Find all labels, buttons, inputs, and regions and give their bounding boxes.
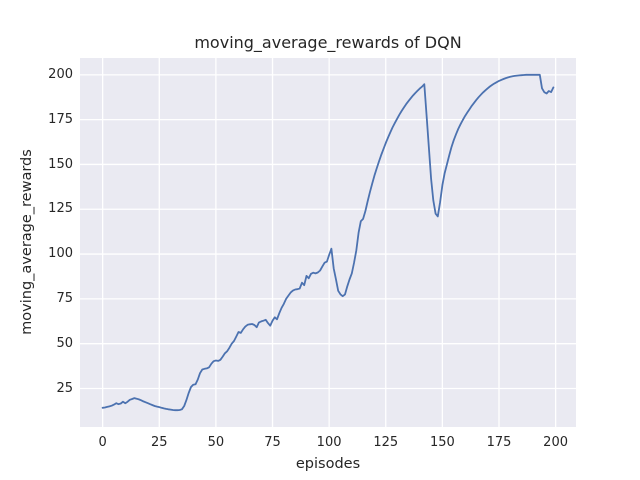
x-tick-label: 200 — [543, 435, 569, 450]
x-tick-label: 50 — [207, 435, 225, 450]
x-tick-label: 75 — [264, 435, 281, 450]
x-tick-label: 100 — [316, 435, 342, 450]
x-tick-label: 175 — [486, 435, 512, 450]
reward-line — [101, 73, 555, 412]
y-tick-label: 150 — [48, 156, 73, 172]
x-tick-label: 125 — [373, 435, 399, 450]
y-tick-label: 200 — [48, 66, 73, 82]
x-tick-label: 0 — [98, 435, 107, 450]
x-tick-label: 25 — [151, 435, 168, 450]
x-axis-label: episodes — [295, 456, 361, 472]
y-tick-label: 125 — [48, 201, 73, 217]
y-tick-label: 75 — [56, 290, 73, 306]
y-tick-label: 175 — [48, 111, 73, 127]
plot-area — [80, 58, 576, 427]
x-tick-label: 150 — [429, 435, 455, 450]
chart-title: moving_average_rewards of DQN — [194, 33, 462, 52]
y-tick-label: 50 — [56, 335, 73, 351]
grid-lines — [80, 58, 576, 427]
y-tick-label: 25 — [56, 380, 73, 396]
y-tick-label: 100 — [48, 246, 73, 262]
